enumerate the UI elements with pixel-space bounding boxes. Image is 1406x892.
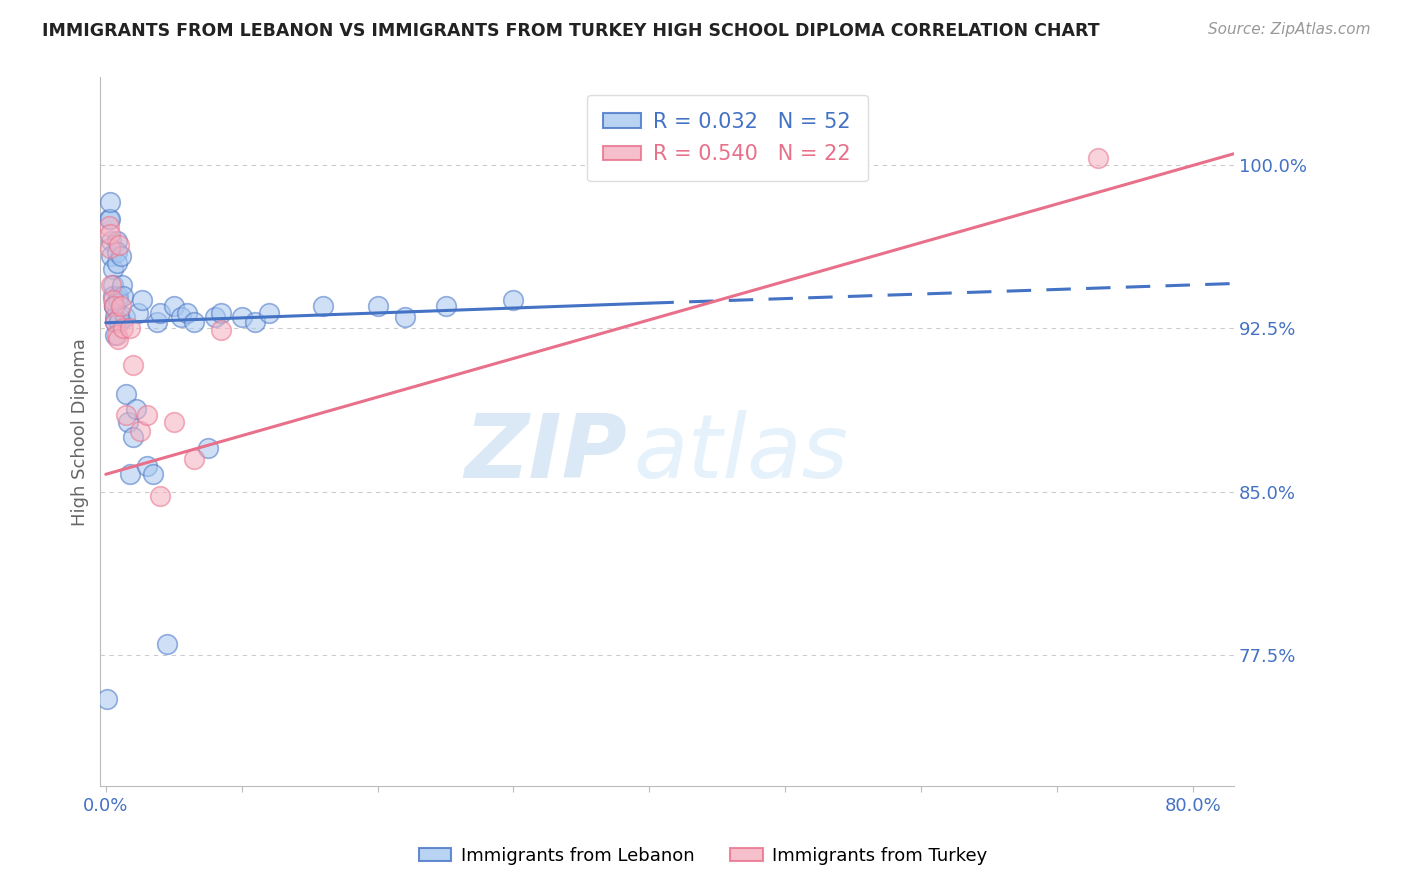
Point	[120, 467, 142, 482]
Point	[107, 288, 129, 302]
Point	[122, 359, 145, 373]
Point	[163, 415, 186, 429]
Point	[131, 293, 153, 307]
Text: IMMIGRANTS FROM LEBANON VS IMMIGRANTS FROM TURKEY HIGH SCHOOL DIPLOMA CORRELATIO: IMMIGRANTS FROM LEBANON VS IMMIGRANTS FR…	[42, 22, 1099, 40]
Point	[434, 300, 457, 314]
Point	[105, 327, 128, 342]
Point	[367, 300, 389, 314]
Point	[105, 234, 128, 248]
Point	[135, 458, 157, 473]
Point	[111, 277, 134, 292]
Point	[103, 300, 125, 314]
Point	[204, 310, 226, 325]
Point	[197, 441, 219, 455]
Point	[104, 315, 127, 329]
Point	[163, 300, 186, 314]
Point	[98, 240, 121, 254]
Point	[209, 306, 232, 320]
Point	[112, 288, 135, 302]
Point	[97, 219, 120, 233]
Point	[103, 300, 125, 314]
Point	[98, 212, 121, 227]
Point	[128, 424, 150, 438]
Point	[104, 310, 127, 325]
Legend: R = 0.032   N = 52, R = 0.540   N = 22: R = 0.032 N = 52, R = 0.540 N = 22	[586, 95, 868, 181]
Point	[100, 249, 122, 263]
Text: atlas: atlas	[633, 410, 848, 496]
Point	[112, 321, 135, 335]
Point	[98, 194, 121, 209]
Point	[394, 310, 416, 325]
Point	[108, 315, 131, 329]
Point	[120, 321, 142, 335]
Point	[115, 386, 138, 401]
Point	[502, 293, 524, 307]
Point	[127, 306, 149, 320]
Legend: Immigrants from Lebanon, Immigrants from Turkey: Immigrants from Lebanon, Immigrants from…	[412, 840, 994, 872]
Point	[245, 315, 267, 329]
Point	[105, 256, 128, 270]
Point	[105, 244, 128, 259]
Point	[108, 310, 131, 325]
Point	[125, 401, 148, 416]
Point	[257, 306, 280, 320]
Point	[97, 212, 120, 227]
Point	[100, 277, 122, 292]
Point	[312, 300, 335, 314]
Point	[149, 306, 172, 320]
Point	[1087, 151, 1109, 165]
Point	[142, 467, 165, 482]
Point	[104, 315, 127, 329]
Point	[183, 452, 205, 467]
Text: ZIP: ZIP	[464, 409, 627, 497]
Point	[108, 238, 131, 252]
Point	[110, 300, 132, 314]
Point	[110, 249, 132, 263]
Point	[101, 288, 124, 302]
Point	[101, 277, 124, 292]
Point	[96, 692, 118, 706]
Point	[183, 315, 205, 329]
Point	[176, 306, 198, 320]
Point	[115, 409, 138, 423]
Point	[114, 310, 136, 325]
Point	[100, 234, 122, 248]
Point	[101, 262, 124, 277]
Point	[107, 332, 129, 346]
Point	[103, 300, 125, 314]
Point	[231, 310, 253, 325]
Y-axis label: High School Diploma: High School Diploma	[72, 338, 89, 525]
Point	[146, 315, 169, 329]
Point	[101, 293, 124, 307]
Point	[156, 637, 179, 651]
Text: Source: ZipAtlas.com: Source: ZipAtlas.com	[1208, 22, 1371, 37]
Point	[107, 293, 129, 307]
Point	[209, 323, 232, 337]
Point	[104, 327, 127, 342]
Point	[169, 310, 191, 325]
Point	[135, 409, 157, 423]
Point	[117, 415, 139, 429]
Point	[98, 227, 121, 242]
Point	[149, 489, 172, 503]
Point	[122, 430, 145, 444]
